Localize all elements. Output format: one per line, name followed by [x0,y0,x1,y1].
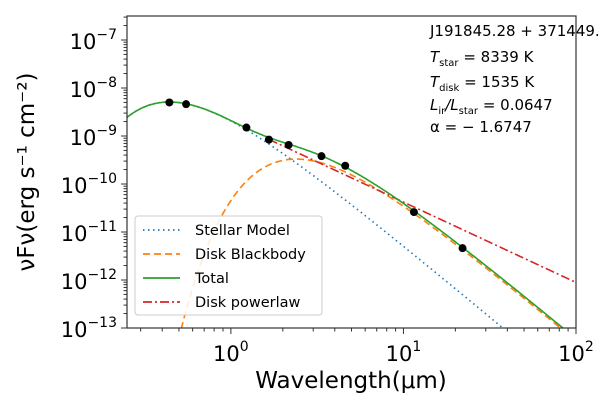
legend-label: Disk Blackbody [195,247,306,263]
object-name: J191845.28 + 371449.2 [429,22,600,40]
series-stellar-model [127,101,505,328]
data-point [317,152,326,161]
data-point [242,123,251,132]
y-tick-label: 10−9 [70,123,117,150]
x-tick-label: 102 [558,339,594,366]
legend-label: Stellar Model [195,223,290,239]
data-point [409,208,418,217]
data-point [341,161,350,170]
y-tick-label: 10−7 [70,27,117,54]
tstar-text: Tstar = 8339 K [430,48,535,69]
y-tick-label: 10−11 [61,219,117,246]
legend: Stellar Model Disk Blackbody Total Disk pow… [134,215,323,316]
x-axis-label: Wavelength(μm) [255,368,446,394]
tdisk-text: Tdisk = 1535 K [430,73,535,94]
y-tick-label: 10−13 [61,315,117,342]
y-tick-label: 10−10 [61,171,117,198]
alpha-text: α = − 1.6747 [430,118,532,136]
x-tick-label: 100 [213,339,249,366]
y-tick-label: 10−12 [61,267,117,294]
data-point [458,244,467,253]
legend-label: Disk powerlaw [195,295,300,311]
series-disk-powerlaw [268,138,576,284]
data-point [284,140,293,149]
y-tick-label: 10−8 [70,75,117,102]
y-axis-label: νFν(erg s⁻¹ cm⁻²) [14,72,40,271]
x-tick-label: 101 [386,339,422,366]
data-point [165,98,174,107]
series-total [127,101,565,328]
data-point [182,100,191,109]
annotation-box: J191845.28 + 371449.2 Tstar = 8339 K Tdi… [429,22,600,136]
legend-label: Total [194,271,229,287]
data-point [264,135,273,144]
lratio-text: Lir/Lstar = 0.0647 [430,96,553,117]
